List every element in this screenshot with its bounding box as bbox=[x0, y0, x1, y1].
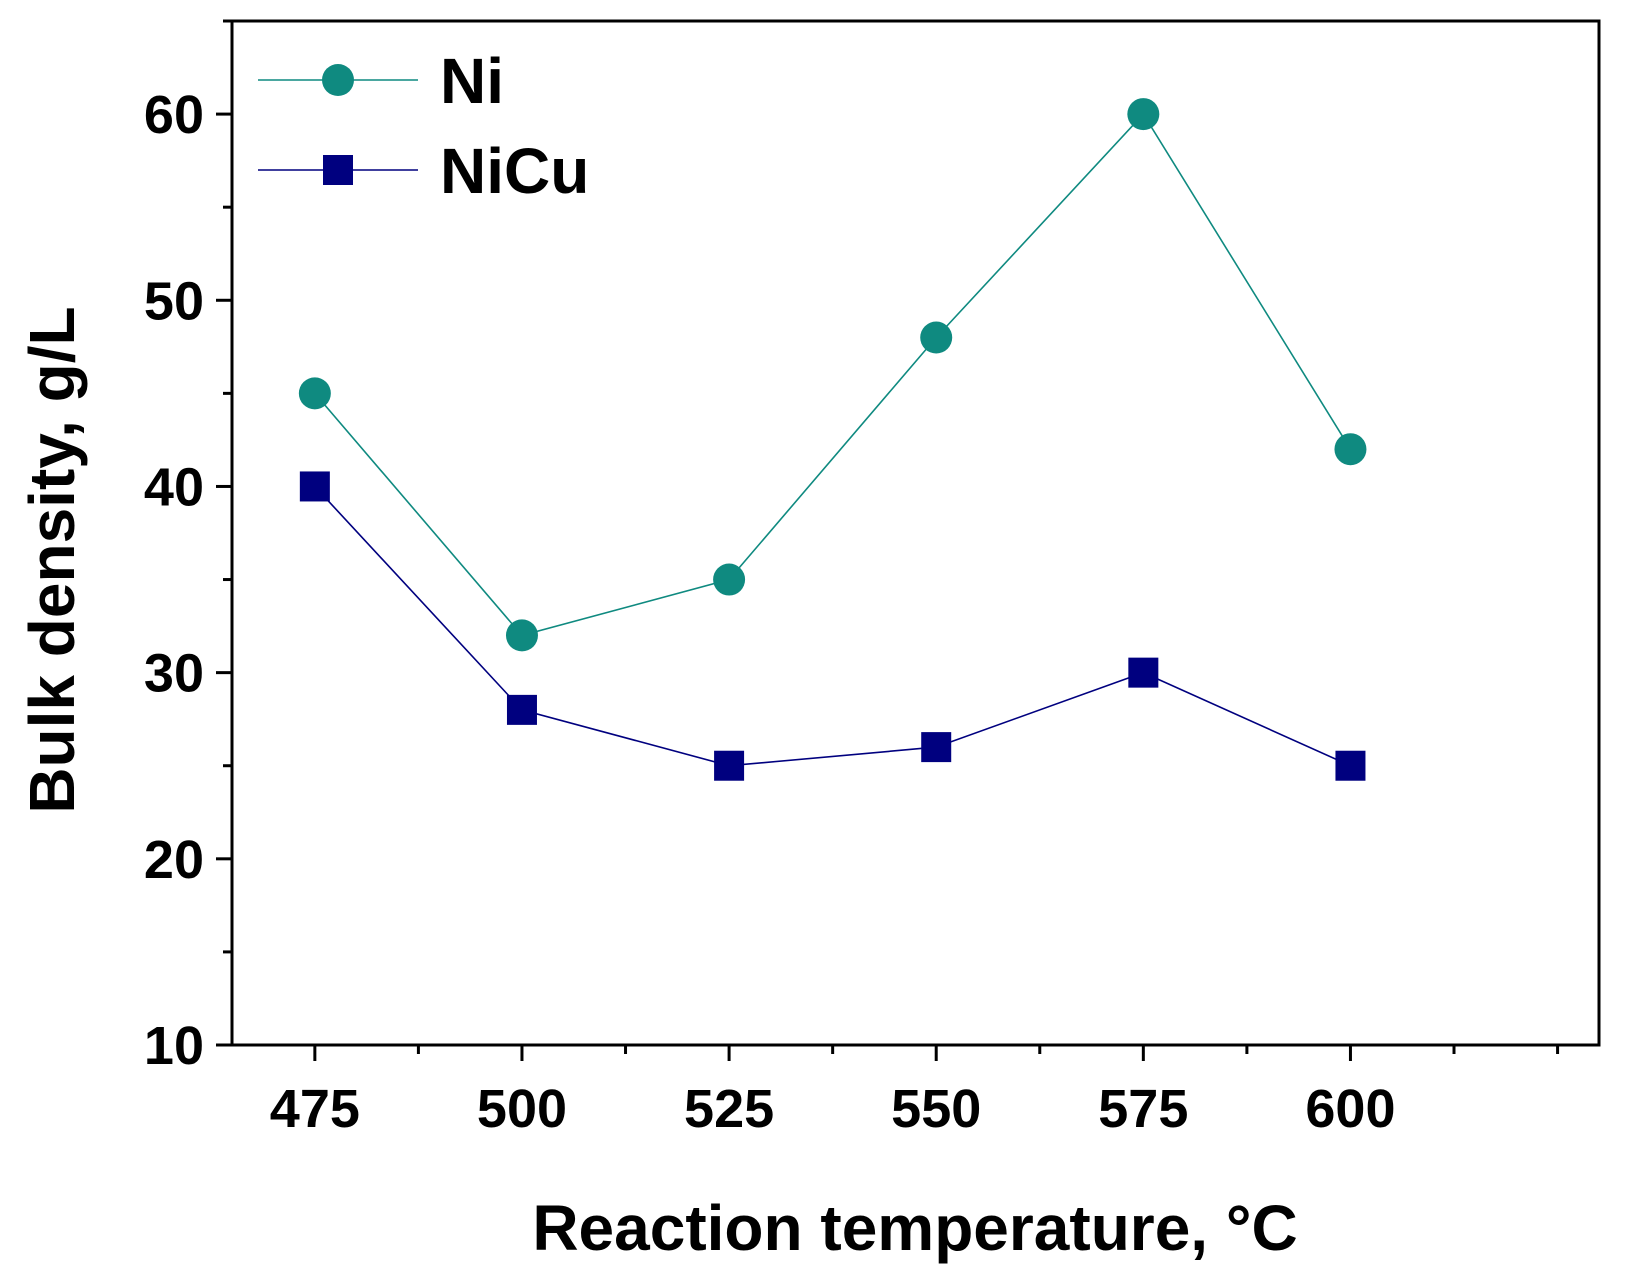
y-tick-label: 60 bbox=[144, 85, 204, 145]
data-point-ni bbox=[505, 619, 538, 652]
data-point-nicu bbox=[299, 471, 330, 502]
data-point-nicu bbox=[1335, 750, 1366, 781]
x-tick-label: 600 bbox=[1305, 1079, 1395, 1139]
legend: Ni NiCu bbox=[258, 45, 589, 207]
x-tick-label: 575 bbox=[1098, 1079, 1188, 1139]
data-point-ni bbox=[1334, 433, 1367, 466]
data-point-nicu bbox=[714, 750, 745, 781]
x-axis-title: Reaction temperature, °C bbox=[532, 1192, 1297, 1264]
y-axis-title: Bulk density, g/L bbox=[16, 306, 88, 813]
x-tick-label: 525 bbox=[684, 1079, 774, 1139]
y-tick-label: 30 bbox=[144, 644, 204, 704]
plot-frame bbox=[230, 19, 1601, 1047]
y-tick-label: 40 bbox=[144, 457, 204, 517]
y-tick-label: 20 bbox=[144, 830, 204, 890]
legend-label-ni: Ni bbox=[440, 45, 504, 117]
x-tick-label: 500 bbox=[477, 1079, 567, 1139]
legend-label-nicu: NiCu bbox=[440, 135, 589, 207]
data-point-nicu bbox=[506, 694, 537, 725]
legend-marker-nicu bbox=[323, 155, 353, 185]
y-tick-label: 10 bbox=[144, 1016, 204, 1076]
x-tick-label: 550 bbox=[891, 1079, 981, 1139]
axis-tick-labels: 10 20 30 40 50 60 475 500 525 550 575 600 bbox=[144, 85, 1396, 1139]
data-point-ni bbox=[713, 563, 746, 596]
legend-marker-ni bbox=[322, 64, 354, 96]
data-point-nicu bbox=[1128, 657, 1159, 688]
series-line-nicu bbox=[314, 485, 1351, 767]
data-point-ni bbox=[920, 321, 953, 354]
y-tick-label: 50 bbox=[144, 271, 204, 331]
data-point-ni bbox=[298, 377, 331, 410]
series-line-ni bbox=[314, 112, 1352, 637]
data-point-ni bbox=[1127, 98, 1160, 131]
data-point-nicu bbox=[921, 732, 952, 763]
x-tick-label: 475 bbox=[270, 1079, 360, 1139]
axis-ticks bbox=[216, 19, 1560, 1061]
data-series bbox=[298, 98, 1367, 781]
